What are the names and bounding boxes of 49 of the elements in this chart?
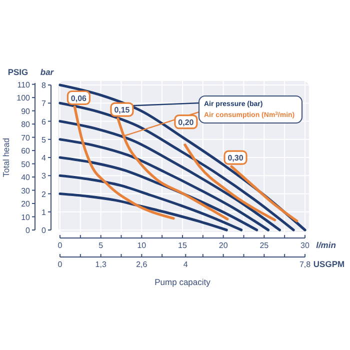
line-series — [58, 102, 295, 232]
x-tick-label: 15 — [178, 241, 188, 250]
y2-tick-label: 60 — [21, 146, 31, 156]
y2-tick-label: 50 — [21, 160, 31, 169]
x-axis-title: l/min — [316, 240, 336, 250]
x2-tick-label: 2,6 — [136, 260, 148, 269]
x2-tick-label: 1,3 — [95, 260, 107, 269]
y-tick-label: 4 — [42, 154, 47, 162]
x-tick-label: 25 — [260, 241, 270, 250]
y2-tick-label: 90 — [21, 106, 31, 116]
y2-tick-label: 70 — [21, 133, 31, 142]
x-tick-label: 30 — [300, 241, 310, 250]
y-tick-label: 3 — [42, 172, 47, 181]
series-label: 0,15 — [114, 106, 130, 115]
y2-tick-label: 80 — [21, 120, 31, 130]
line-series — [58, 120, 281, 232]
y-tick-label: 5 — [42, 135, 47, 144]
x-tick-label: 5 — [98, 241, 104, 250]
x2-tick-label: 4 — [183, 260, 188, 269]
x-tick-label: 0 — [58, 241, 63, 250]
text: Total head — [1, 138, 11, 178]
y2-tick-label: 20 — [21, 200, 31, 209]
y-tick-label: 1 — [42, 208, 47, 217]
y2-tick-label: 0 — [26, 226, 31, 235]
y-tick-label: 2 — [42, 190, 47, 199]
y2-tick-label: 30 — [21, 186, 31, 196]
text: Pump capacity — [154, 277, 212, 287]
y-tick-label: 7 — [42, 99, 47, 108]
x-tick-label: 20 — [218, 241, 228, 250]
y2-tick-label: 100 — [16, 94, 31, 103]
text: 0,20 — [178, 118, 194, 127]
line-series — [58, 174, 243, 232]
series-label: 0,06 — [70, 94, 88, 103]
x2-tick-label: 0 — [58, 260, 63, 269]
y-axis-title: bar — [40, 67, 54, 77]
line-series — [184, 144, 276, 222]
y2-tick-label: 110 — [17, 80, 31, 90]
y2-tick-label: 40 — [21, 173, 31, 182]
x2-tick-label: 7,8 — [299, 260, 312, 269]
y2-tick-label: 10 — [21, 212, 31, 222]
y2-axis-title: PSIG — [8, 67, 29, 77]
y-tick-label: 0 — [42, 226, 47, 235]
y-tick-label: 8 — [42, 81, 47, 90]
line-series — [58, 138, 270, 232]
x-tick-label: 10 — [137, 241, 147, 250]
y-tick-label: 6 — [42, 117, 47, 126]
series-label: 0,30 — [228, 154, 244, 163]
line-series — [58, 192, 228, 232]
x2-axis-title: USGPM — [313, 259, 345, 269]
